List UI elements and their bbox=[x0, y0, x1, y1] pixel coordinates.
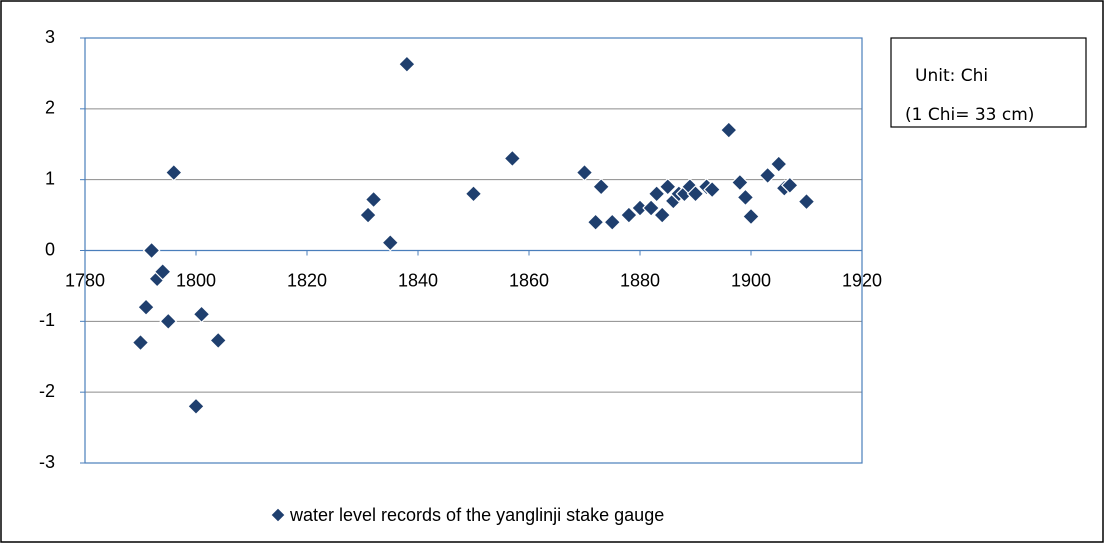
x-tick-label: 1800 bbox=[176, 270, 216, 290]
point bbox=[797, 192, 816, 211]
point bbox=[769, 155, 788, 173]
point bbox=[653, 206, 672, 224]
point bbox=[137, 298, 155, 317]
x-tick-label: 1900 bbox=[731, 270, 771, 290]
point bbox=[142, 241, 161, 260]
annotation-box bbox=[890, 37, 1087, 128]
point bbox=[731, 173, 749, 192]
y-tick-label: 1 bbox=[45, 168, 55, 188]
point bbox=[758, 166, 777, 185]
y-tick-label: -1 bbox=[39, 310, 55, 330]
point bbox=[736, 188, 755, 207]
point bbox=[658, 177, 677, 196]
x-tick-label: 1880 bbox=[620, 270, 660, 290]
x-tick-label: 1820 bbox=[287, 270, 327, 290]
point bbox=[187, 397, 205, 416]
point bbox=[703, 180, 721, 199]
x-tick-label: 1920 bbox=[842, 270, 882, 290]
point bbox=[586, 213, 605, 232]
legend-marker bbox=[270, 507, 286, 523]
point bbox=[503, 149, 522, 168]
point bbox=[719, 121, 738, 139]
point bbox=[359, 206, 377, 224]
point bbox=[647, 184, 666, 203]
annotation: Unit: Chi bbox=[915, 66, 988, 86]
point bbox=[642, 199, 660, 217]
y-tick-label: -2 bbox=[39, 381, 55, 401]
x-tick-label: 1840 bbox=[398, 270, 438, 290]
legend-label: water level records of the yanglinji sta… bbox=[289, 505, 664, 525]
point bbox=[686, 184, 705, 203]
point bbox=[592, 177, 610, 196]
point bbox=[153, 262, 172, 281]
point bbox=[381, 233, 400, 252]
point bbox=[603, 213, 622, 232]
x-tick-label: 1860 bbox=[509, 270, 549, 290]
point bbox=[620, 206, 638, 224]
point bbox=[164, 163, 183, 182]
y-tick-label: 3 bbox=[45, 27, 55, 47]
annotation: (1 Chi= 33 cm) bbox=[905, 105, 1034, 125]
point bbox=[159, 312, 178, 331]
point bbox=[464, 184, 483, 203]
point bbox=[398, 55, 416, 74]
point bbox=[192, 305, 211, 324]
y-tick-label: 0 bbox=[45, 239, 55, 259]
point bbox=[131, 333, 150, 352]
point bbox=[781, 176, 799, 195]
point bbox=[575, 163, 594, 182]
y-tick-label: -3 bbox=[39, 452, 55, 472]
point bbox=[364, 190, 383, 209]
point bbox=[209, 331, 228, 350]
point bbox=[742, 207, 760, 226]
x-tick-label: 1780 bbox=[65, 270, 105, 290]
y-tick-label: 2 bbox=[45, 98, 55, 118]
